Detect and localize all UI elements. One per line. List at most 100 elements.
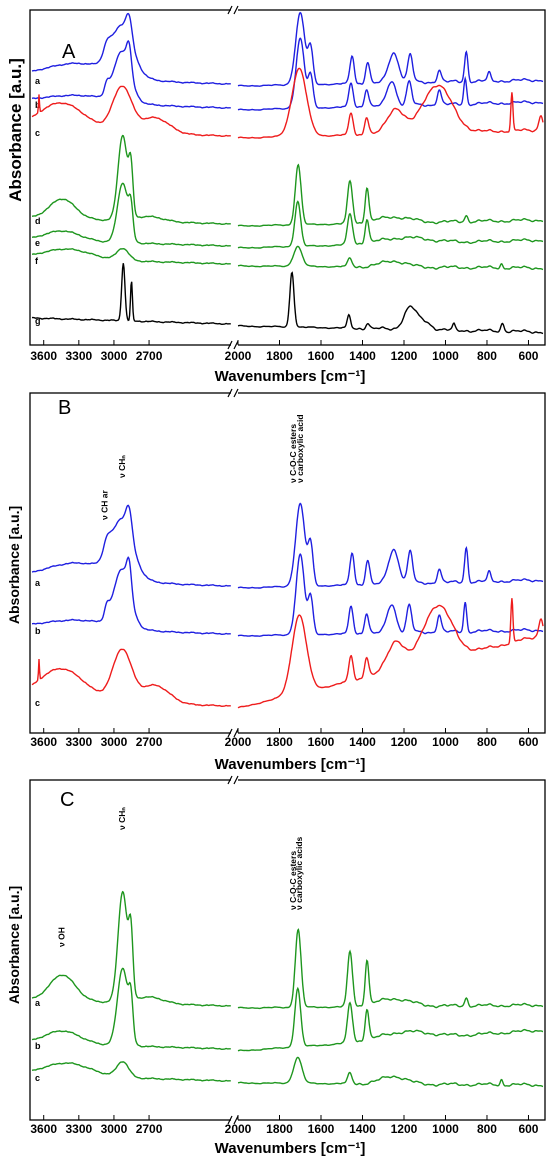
series-f: f (32, 245, 544, 271)
x-tick-label: 2700 (136, 1122, 163, 1136)
axis-break-mark (227, 340, 233, 350)
axis-break-mark (227, 388, 233, 398)
x-tick-label: 3000 (101, 735, 128, 749)
series-line-left (31, 890, 231, 1007)
series-b: b (32, 37, 544, 111)
peak-annotation: ν carboxylic acid (295, 414, 305, 483)
series-c: c (32, 1056, 544, 1088)
axis-break-mark (233, 340, 239, 350)
x-tick-label: 1400 (349, 1122, 376, 1136)
series-label: c (35, 698, 40, 708)
x-tick-label: 3600 (30, 735, 57, 749)
series-line-right (237, 67, 544, 139)
panel-letter: A (62, 41, 76, 63)
series-label: b (35, 1041, 41, 1051)
series-line-right (237, 163, 544, 227)
x-tick-label: 1400 (349, 349, 376, 363)
x-tick-label: 3000 (101, 1122, 128, 1136)
x-tick-label: 1600 (308, 349, 335, 363)
series-d: d (32, 134, 544, 227)
panel-letter: B (58, 397, 71, 419)
series-line-right (237, 502, 544, 589)
series-line-right (237, 200, 544, 249)
x-tick-label: 2700 (136, 735, 163, 749)
series-line-right (237, 37, 544, 111)
axis-break-top-gap (231, 777, 238, 783)
panel-C: 3600 3300 3000 2700 2000 1800 1600 1400 1200 1000… (6, 775, 546, 1157)
axis-break-bottom-gap (231, 342, 238, 348)
x-tick-label: 800 (477, 349, 497, 363)
series-label: b (35, 626, 41, 636)
panel-B: 3600 3300 3000 2700 2000 1800 1600 1400 1200 1000… (6, 388, 546, 773)
plot-frame (29, 9, 546, 346)
x-tick-label: 1800 (266, 735, 293, 749)
peak-annotation: ν CHₙ (117, 455, 127, 478)
x-tick-label: 800 (477, 735, 497, 749)
x-tick-label: 1000 (432, 735, 459, 749)
x-tick-label: 1000 (432, 349, 459, 363)
series-line-left (31, 967, 231, 1050)
x-tick-label: 3600 (30, 1122, 57, 1136)
series-label: f (35, 256, 39, 266)
x-tick-label: 3300 (65, 1122, 92, 1136)
series-line-left (32, 39, 231, 109)
y-axis-label: Absorbance [a.u.] (6, 506, 22, 624)
series-line-left (31, 263, 231, 325)
peak-annotation: ν C-O-C esters (288, 424, 298, 483)
axis-break-mark (227, 5, 233, 15)
series-g: g (31, 263, 544, 335)
x-tick-label: 2000 (225, 1122, 252, 1136)
axis-break-mark (227, 1115, 233, 1125)
series-line-left (31, 12, 231, 85)
x-tick-label: 800 (477, 1122, 497, 1136)
series-line-left (32, 247, 231, 265)
series-line-right (237, 11, 544, 87)
series-label: d (35, 216, 41, 226)
axis-break-top-gap (231, 390, 238, 396)
peak-annotation: ν CHₙ (117, 807, 127, 830)
plot-frame (29, 392, 546, 734)
x-tick-label: 1800 (266, 1122, 293, 1136)
x-axis-label: Wavenumbers [cm⁻¹] (215, 1140, 366, 1157)
x-tick-label: 1200 (391, 735, 418, 749)
series-label: a (35, 76, 41, 86)
axis-break-mark (233, 388, 239, 398)
x-tick-label: 3000 (101, 349, 128, 363)
x-tick-label: 1600 (308, 1122, 335, 1136)
series-a: a (31, 890, 544, 1010)
series-a: a (31, 11, 544, 87)
axis-break-mark (233, 728, 239, 738)
series-b: b (32, 553, 544, 637)
axis-break-mark (233, 775, 239, 785)
axis-break-bottom-gap (231, 730, 238, 736)
peak-annotation: ν CH ar (100, 490, 110, 520)
x-tick-label: 600 (518, 735, 538, 749)
series-line-left (32, 182, 231, 247)
series-line-right (237, 598, 544, 709)
axis-break-bottom-gap (231, 1117, 238, 1123)
y-axis-label: Absorbance [a.u.] (6, 886, 22, 1004)
axis-break-mark (227, 775, 233, 785)
x-tick-label: 3600 (30, 349, 57, 363)
peak-annotation: ν carboxylic acids (294, 836, 304, 910)
x-tick-label: 1800 (266, 349, 293, 363)
x-tick-label: 2700 (136, 349, 163, 363)
series-line-left (32, 1061, 231, 1082)
peak-annotation: ν C-O-C esters (288, 851, 298, 910)
series-line-right (237, 928, 544, 1010)
series-line-left (31, 85, 231, 137)
y-axis-label: Absorbance [a.u.] (6, 58, 25, 202)
series-b: b (31, 967, 544, 1052)
x-tick-label: 1600 (308, 735, 335, 749)
series-line-left (32, 556, 231, 635)
series-label: a (35, 578, 41, 588)
x-tick-label: 1200 (391, 1122, 418, 1136)
series-label: c (35, 1073, 40, 1083)
axis-break-top-gap (231, 7, 238, 13)
x-tick-label: 1000 (432, 1122, 459, 1136)
axis-break-mark (233, 1115, 239, 1125)
series-c: c (31, 598, 544, 709)
axis-break-mark (233, 5, 239, 15)
x-tick-label: 1200 (391, 349, 418, 363)
